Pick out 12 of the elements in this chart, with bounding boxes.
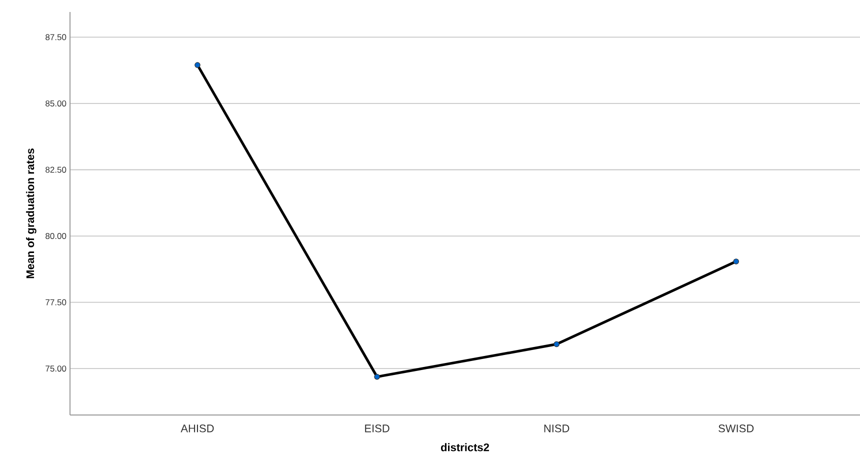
y-tick-label: 77.50 [46, 299, 66, 306]
y-tick-label: 80.00 [46, 233, 66, 240]
x-tick-label: NISD [544, 424, 570, 432]
x-tick-label: AHISD [180, 424, 214, 432]
x-tick-label: SWISD [718, 424, 754, 432]
y-tick-label: 75.00 [46, 366, 66, 372]
y-tick-label: 82.50 [46, 166, 66, 173]
x-tick-label: EISD [365, 424, 390, 432]
x-axis-title: districts2 [441, 443, 490, 452]
y-axis-title: Mean of graduation rates [26, 148, 36, 278]
y-tick-label: 87.50 [46, 34, 66, 40]
y-tick-label: 85.00 [46, 100, 66, 106]
